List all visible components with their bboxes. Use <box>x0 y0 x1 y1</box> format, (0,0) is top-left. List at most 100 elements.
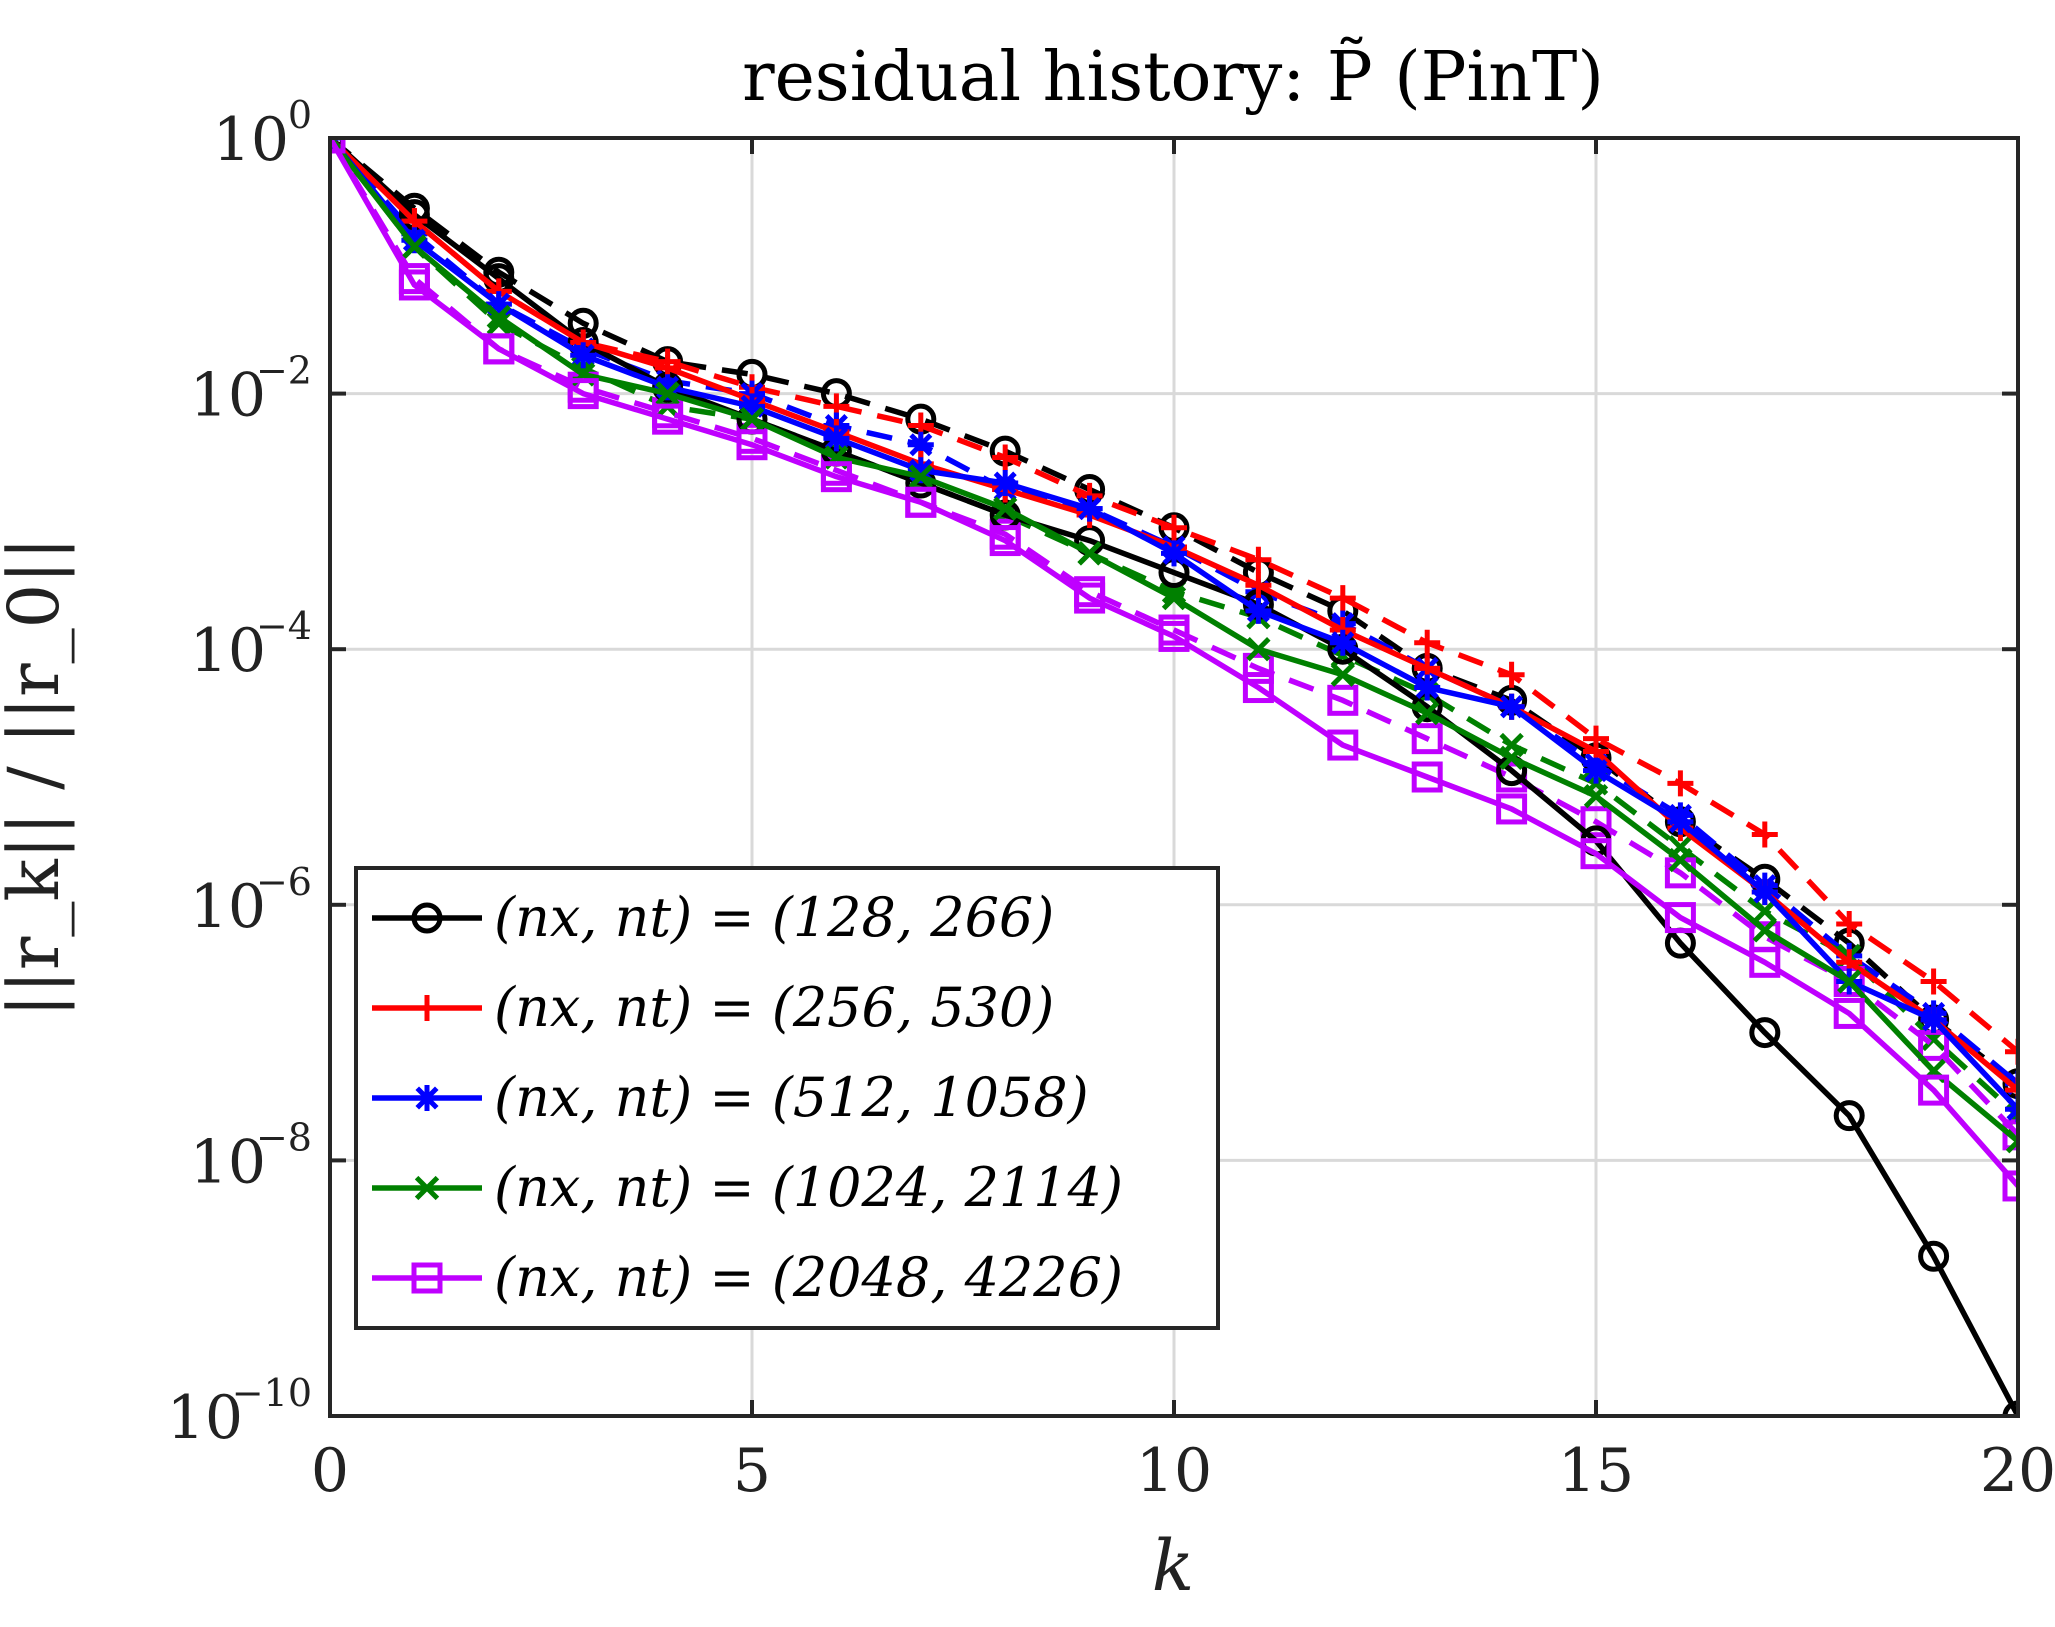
data-point-cross <box>1837 969 1862 994</box>
y-tick-exponent: −8 <box>256 1115 312 1159</box>
data-point-asterisk <box>570 342 597 369</box>
data-point-plus <box>1245 572 1272 599</box>
legend-entry: (nx, nt) = (1024, 2114) <box>372 1156 1123 1219</box>
data-point-plus <box>414 995 440 1021</box>
legend: (nx, nt) = (128, 266) (nx, nt) = (256, 53… <box>354 866 1220 1330</box>
data-point-square <box>736 429 768 461</box>
series-layer <box>330 138 2018 1416</box>
data-point-cross <box>1330 662 1355 687</box>
data-point-asterisk <box>1498 693 1525 720</box>
legend-label: (nx, nt) = (128, 266) <box>494 886 1054 949</box>
data-point-cross <box>1415 700 1440 726</box>
legend-label: (nx, nt) = (2048, 4226) <box>494 1246 1123 1309</box>
y-tick-base: 10 <box>167 1383 243 1453</box>
data-point-square <box>905 486 937 518</box>
x-tick-label: 10 <box>1136 1436 1212 1506</box>
series-6 <box>330 138 2018 1154</box>
data-point-square <box>567 378 599 410</box>
data-point-square <box>2002 1170 2018 1202</box>
chart-title: residual history: P̃ (PinT) <box>742 38 1604 117</box>
data-point-square <box>989 525 1021 557</box>
data-point-cross <box>402 234 427 259</box>
data-point-square <box>1918 1074 1950 1106</box>
data-point-plus <box>2005 1077 2018 1104</box>
data-point-plus <box>1751 821 1778 848</box>
data-point-asterisk <box>414 1085 440 1111</box>
data-point-asterisk <box>1583 757 1609 784</box>
y-tick-label: 100 <box>213 93 312 175</box>
legend-entry: (nx, nt) = (2048, 4226) <box>372 1246 1123 1309</box>
y-tick-label: 10−2 <box>190 349 312 431</box>
data-point-asterisk <box>907 431 934 458</box>
data-point-cross <box>993 496 1018 521</box>
data-point-asterisk <box>1329 629 1356 656</box>
data-point-asterisk <box>1414 674 1441 701</box>
data-point-circle <box>1749 1017 1781 1049</box>
x-tick-label: 20 <box>1980 1436 2055 1506</box>
y-axis-title: ||r_k|| / ||r_0|| <box>0 537 75 1018</box>
data-point-square <box>652 403 684 435</box>
data-point-asterisk <box>1667 808 1694 835</box>
data-point-cross <box>1583 784 1609 809</box>
data-point-square <box>411 1262 443 1294</box>
data-point-asterisk <box>1245 597 1272 624</box>
y-tick-exponent: −4 <box>256 604 312 648</box>
y-tick-base: 10 <box>190 616 266 686</box>
data-point-cross <box>1499 745 1524 770</box>
data-point-asterisk <box>485 291 512 318</box>
data-point-square <box>1242 652 1274 684</box>
x-tick-label: 15 <box>1558 1436 1634 1506</box>
data-point-square <box>1580 838 1612 870</box>
x-tick-label: 0 <box>311 1436 349 1506</box>
data-point-square <box>1242 672 1274 704</box>
y-tick-label: 10−8 <box>190 1115 312 1197</box>
data-point-square <box>1580 806 1612 838</box>
x-axis-title: k <box>1152 1525 1194 1607</box>
data-point-square <box>1664 902 1696 934</box>
data-point-square <box>1327 684 1359 716</box>
y-tick-base: 10 <box>190 872 266 942</box>
data-point-cross <box>1668 847 1693 873</box>
data-point-cross <box>908 464 933 489</box>
data-point-asterisk <box>823 425 850 452</box>
y-tick-label: 10−10 <box>167 1371 312 1453</box>
data-point-asterisk <box>401 227 428 254</box>
data-point-square <box>2002 1119 2018 1151</box>
data-point-cross <box>486 304 511 330</box>
data-point-plus <box>1329 585 1356 612</box>
legend-box <box>354 866 1220 1330</box>
data-point-square <box>820 461 852 493</box>
legend-label: (nx, nt) = (512, 1058) <box>494 1066 1089 1129</box>
data-point-asterisk <box>1920 1006 1947 1033</box>
data-point-asterisk <box>654 374 681 401</box>
data-point-square <box>1411 723 1443 755</box>
legend-label: (nx, nt) = (256, 530) <box>494 976 1054 1039</box>
y-tick-base: 10 <box>190 361 266 431</box>
data-point-circle <box>1833 1100 1865 1132</box>
data-point-plus <box>1920 968 1947 995</box>
y-tick-exponent: −2 <box>256 349 312 393</box>
x-tick-label: 5 <box>733 1436 771 1506</box>
data-point-square <box>1496 793 1528 825</box>
series-8 <box>330 138 2018 1202</box>
data-point-plus <box>1836 910 1863 937</box>
data-point-plus <box>1667 770 1694 797</box>
data-point-plus <box>1245 546 1272 573</box>
data-point-square <box>398 269 430 301</box>
data-point-cross <box>1161 585 1187 611</box>
data-point-square <box>1411 761 1443 793</box>
data-point-asterisk <box>1076 495 1103 522</box>
legend-entry: (nx, nt) = (128, 266) <box>372 886 1054 949</box>
legend-entry: (nx, nt) = (256, 530) <box>372 976 1054 1039</box>
data-point-cross <box>1752 899 1777 924</box>
data-point-plus <box>1414 629 1441 656</box>
y-tick-label: 10−6 <box>190 860 312 942</box>
series-line <box>330 138 2018 1086</box>
data-point-asterisk <box>739 393 765 420</box>
legend-entry: (nx, nt) = (512, 1058) <box>372 1066 1089 1129</box>
data-point-square <box>1749 946 1781 978</box>
y-tick-exponent: −6 <box>256 860 312 904</box>
data-point-square <box>1074 582 1106 614</box>
y-tick-base: 10 <box>213 105 289 175</box>
